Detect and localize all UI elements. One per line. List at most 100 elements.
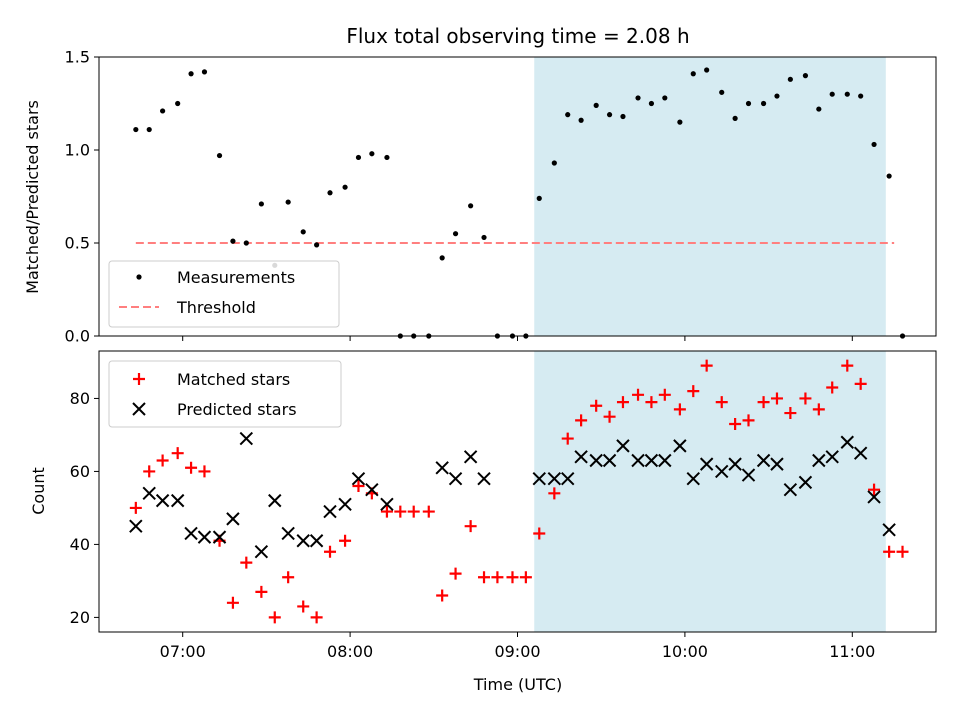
predicted-star-point	[448, 472, 463, 486]
matched-star-point	[310, 611, 323, 624]
predicted-star-point	[463, 450, 478, 464]
predicted-star-point	[338, 497, 352, 511]
matched-star-point	[478, 571, 491, 584]
measurement-point	[384, 154, 390, 161]
measurement-point	[774, 93, 780, 99]
legend-matched-marker	[133, 373, 145, 385]
predicted-star-point	[239, 431, 254, 446]
measurement-point	[146, 126, 152, 133]
predicted-star-point	[658, 453, 672, 468]
matched-star-point	[770, 392, 783, 405]
measurement-point	[243, 240, 249, 246]
measurement-point	[551, 160, 557, 166]
measurement-point	[314, 242, 320, 248]
measurement-point	[871, 141, 877, 148]
matched-star-point	[812, 403, 825, 416]
measurement-point	[760, 100, 767, 107]
predicted-star-point	[142, 486, 156, 501]
matched-star-point	[226, 596, 239, 609]
legend-measurements-label: Measurements	[177, 268, 295, 287]
predicted-star-point	[699, 457, 714, 471]
predicted-star-point	[309, 534, 324, 548]
measurement-point	[677, 119, 683, 125]
count-y-tick-label: 60	[70, 462, 90, 481]
ratio-panel: 0.0 0.5 1.0 1.5 Matched/Predicted stars Mea…	[23, 48, 937, 346]
count-y-tick-label: 20	[70, 608, 90, 627]
measurement-point	[787, 76, 793, 82]
predicted-star-point	[756, 453, 771, 468]
predicted-star-point	[602, 453, 617, 468]
measurement-point	[704, 67, 710, 73]
chart-title: Flux total observing time = 2.08 h	[346, 24, 689, 48]
predicted-star-point	[686, 472, 700, 486]
ratio-y-tick-label: 0.0	[65, 327, 90, 346]
measurement-point	[829, 91, 835, 97]
matched-star-point	[757, 396, 770, 409]
matched-star-point	[700, 359, 713, 372]
time-x-tick-label: 10:00	[662, 642, 708, 661]
observing-window-shade-top	[534, 57, 886, 336]
predicted-star-point	[184, 526, 198, 541]
matched-star-point	[143, 465, 156, 478]
count-legend: Matched stars Predicted stars	[108, 360, 342, 428]
predicted-star-point	[365, 482, 379, 497]
matched-star-point	[645, 396, 658, 409]
legend-predicted-label: Predicted stars	[177, 400, 297, 419]
matched-star-point	[506, 571, 519, 584]
predicted-star-point	[212, 530, 227, 544]
legend-measurements-marker	[136, 274, 142, 280]
predicted-star-point	[296, 534, 310, 548]
matched-star-point	[129, 501, 142, 514]
predicted-star-point	[281, 526, 295, 541]
measurement-point	[258, 201, 264, 207]
ratio-legend: Measurements Threshold	[108, 260, 340, 328]
matched-star-point	[883, 545, 896, 558]
measurement-point	[216, 152, 223, 159]
predicted-star-point	[882, 523, 896, 537]
legend-threshold-label: Threshold	[176, 298, 256, 317]
predicted-star-point	[268, 493, 282, 508]
matched-star-point	[742, 414, 755, 427]
matched-star-point	[729, 417, 742, 430]
matched-star-point	[826, 381, 839, 394]
matched-star-point	[491, 571, 504, 584]
predicted-star-point	[477, 472, 491, 486]
measurement-point	[858, 93, 864, 99]
ratio-y-axis-label: Matched/Predicted stars	[23, 100, 42, 294]
matched-star-point	[324, 545, 337, 558]
predicted-star-point	[812, 453, 826, 468]
measurement-point	[230, 238, 236, 244]
predicted-star-point	[589, 453, 603, 468]
time-x-tick-label: 08:00	[327, 642, 373, 661]
measurement-point	[355, 154, 362, 161]
ratio-y-tick-label: 1.5	[65, 48, 90, 67]
matched-star-point	[590, 399, 603, 412]
predicted-star-point	[574, 450, 588, 464]
predicted-star-point	[129, 519, 143, 533]
matched-star-point	[548, 487, 561, 500]
measurement-point	[439, 255, 445, 261]
matched-star-point	[297, 600, 310, 613]
predicted-star-point	[631, 453, 645, 468]
ratio-y-tick-label: 1.0	[65, 141, 90, 160]
matched-star-point	[841, 359, 854, 372]
matched-star-point	[380, 505, 393, 518]
matched-star-point	[268, 611, 281, 624]
measurement-point	[690, 71, 696, 77]
ratio-y-tick-label: 0.5	[65, 234, 90, 253]
matched-star-point	[799, 392, 812, 405]
measurement-point	[719, 89, 725, 95]
time-x-tick-label: 07:00	[160, 642, 206, 661]
x-axis-label: Time (UTC)	[473, 675, 562, 694]
measurement-point	[452, 231, 459, 237]
predicted-star-point	[226, 512, 240, 526]
measurement-point	[565, 112, 571, 118]
measurement-point	[201, 69, 208, 75]
predicted-star-point	[170, 493, 185, 508]
count-y-tick-label: 40	[70, 535, 90, 554]
measurement-point	[802, 73, 809, 79]
measurement-point	[536, 195, 542, 201]
predicted-star-point	[798, 475, 813, 490]
measurement-point	[285, 199, 291, 205]
observing-window-shade-bottom	[534, 351, 886, 632]
